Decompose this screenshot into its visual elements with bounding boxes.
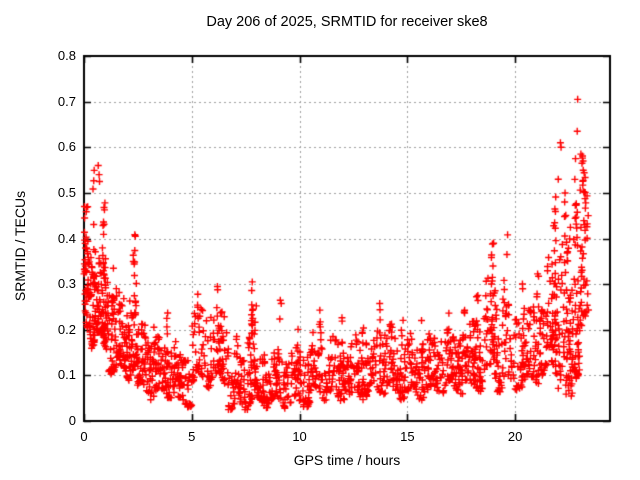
y-tick-label: 0.2 [57,321,76,337]
x-tick-label: 15 [400,429,415,444]
x-axis-label: GPS time / hours [293,452,401,468]
x-tick-label: 20 [507,429,523,444]
y-tick-label: 0.1 [57,367,76,383]
y-tick-label: 0 [68,413,76,428]
x-tick-label: 10 [292,429,307,444]
x-tick-label: 5 [188,429,196,444]
y-tick-label: 0.4 [57,230,76,246]
y-tick-label: 0.8 [57,48,76,63]
y-tick-label: 0.6 [57,139,76,155]
y-tick-label: 0.3 [57,276,76,292]
x-tick-label: 0 [80,429,88,444]
chart-title: Day 206 of 2025, SRMTID for receiver ske… [206,14,488,30]
y-axis-label: SRMTID / TECUs [12,190,28,302]
y-tick-label: 0.7 [57,93,76,109]
y-tick-label: 0.5 [57,184,76,200]
